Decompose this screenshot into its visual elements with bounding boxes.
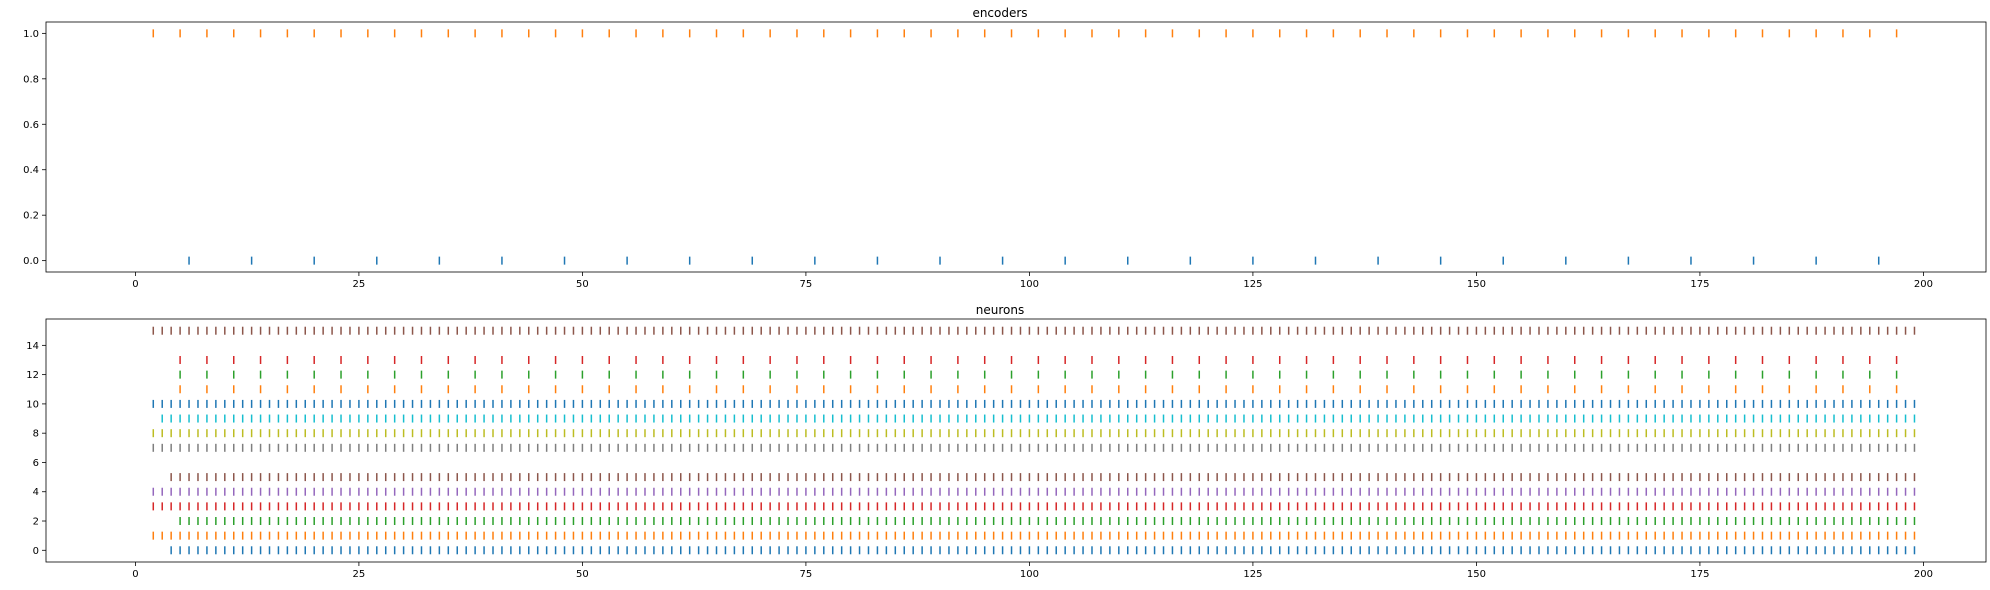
x-tick-label: 25 bbox=[353, 279, 366, 290]
x-axis: 0 25 50 75 100 125 150 175 200 bbox=[132, 272, 1933, 290]
x-axis: 0 25 50 75 100 125 150 175 200 bbox=[132, 562, 1933, 580]
y-tick-label: 14 bbox=[26, 341, 39, 352]
x-tick-label: 0 bbox=[132, 279, 138, 290]
y-tick-label: 0.8 bbox=[23, 74, 39, 85]
y-axis: 0 2 4 6 8 10 12 14 bbox=[26, 341, 46, 557]
x-tick-label: 175 bbox=[1690, 569, 1709, 580]
x-tick-label: 25 bbox=[353, 569, 366, 580]
x-tick-label: 75 bbox=[800, 569, 813, 580]
y-tick-label: 0.4 bbox=[23, 165, 39, 176]
y-tick-label: 1.0 bbox=[23, 29, 39, 40]
x-tick-label: 200 bbox=[1914, 279, 1933, 290]
plot-frame bbox=[45, 318, 1987, 563]
y-tick-label: 0.6 bbox=[23, 120, 39, 131]
y-tick-label: 4 bbox=[33, 487, 39, 498]
y-tick-label: 2 bbox=[33, 517, 39, 528]
x-tick-label: 100 bbox=[1020, 569, 1039, 580]
y-tick-label: 8 bbox=[33, 429, 39, 440]
x-tick-label: 150 bbox=[1467, 569, 1486, 580]
plot-frame bbox=[45, 21, 1987, 273]
y-tick-label: 0.0 bbox=[23, 256, 39, 267]
y-tick-label: 0 bbox=[33, 546, 39, 557]
x-tick-label: 150 bbox=[1467, 279, 1486, 290]
chart-title: neurons bbox=[976, 303, 1024, 317]
spike-layer bbox=[152, 326, 1916, 555]
x-tick-label: 175 bbox=[1690, 279, 1709, 290]
neurons-chart: neurons 0 25 50 75 100 125 150 175 200 0 2 4 6 8 10 12… bbox=[26, 303, 1987, 580]
y-tick-label: 0.2 bbox=[23, 211, 39, 222]
spike-layer bbox=[152, 29, 1898, 265]
y-tick-label: 10 bbox=[26, 399, 39, 410]
encoders-chart: encoders 0 25 50 75 100 125 150 175 200 0.00.20.… bbox=[23, 6, 1987, 290]
y-axis: 0.0 0.2 0.4 0.6 0.8 1.0 bbox=[23, 29, 46, 267]
x-tick-label: 0 bbox=[132, 569, 138, 580]
x-tick-label: 100 bbox=[1020, 279, 1039, 290]
x-tick-label: 200 bbox=[1914, 569, 1933, 580]
x-tick-label: 75 bbox=[800, 279, 813, 290]
y-tick-label: 12 bbox=[26, 370, 39, 381]
x-tick-label: 50 bbox=[576, 569, 589, 580]
x-tick-label: 50 bbox=[576, 279, 589, 290]
y-tick-label: 6 bbox=[33, 458, 39, 469]
x-tick-label: 125 bbox=[1243, 279, 1262, 290]
chart-title: encoders bbox=[972, 6, 1027, 20]
x-tick-label: 125 bbox=[1243, 569, 1262, 580]
